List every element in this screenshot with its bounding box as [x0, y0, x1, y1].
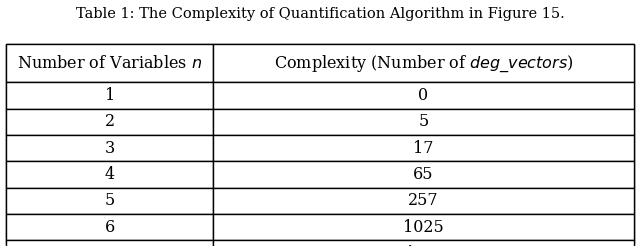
Bar [6, 240, 213, 246]
Text: 5: 5 [419, 113, 429, 130]
Text: 1: 1 [105, 87, 115, 104]
Bar [6, 109, 213, 135]
Bar [213, 82, 634, 109]
Bar [6, 82, 213, 109]
Text: Number of Variables $n$: Number of Variables $n$ [17, 55, 202, 72]
Text: 257: 257 [408, 192, 439, 209]
Text: 7: 7 [105, 245, 115, 246]
Text: 2: 2 [105, 113, 115, 130]
Bar [6, 44, 634, 244]
Bar [213, 188, 634, 214]
Bar [213, 161, 634, 188]
Bar [213, 214, 634, 240]
Text: Table 1: The Complexity of Quantification Algorithm in Figure 15.: Table 1: The Complexity of Quantificatio… [76, 7, 564, 21]
Bar [6, 135, 213, 161]
Text: 4: 4 [105, 166, 115, 183]
Text: 6: 6 [105, 219, 115, 236]
Text: 1025: 1025 [403, 219, 444, 236]
Bar [6, 214, 213, 240]
Bar [6, 188, 213, 214]
Text: 3: 3 [105, 140, 115, 157]
Text: 65: 65 [413, 166, 434, 183]
Bar [213, 109, 634, 135]
Bar [213, 44, 634, 82]
Bar [6, 161, 213, 188]
Bar [213, 240, 634, 246]
Text: 0: 0 [419, 87, 429, 104]
Text: Complexity (Number of $\mathit{deg\_vectors}$): Complexity (Number of $\mathit{deg\_vect… [274, 53, 573, 74]
Text: 17: 17 [413, 140, 434, 157]
Bar [6, 44, 213, 82]
Text: 5: 5 [105, 192, 115, 209]
Text: 4097: 4097 [403, 245, 444, 246]
Bar [213, 135, 634, 161]
